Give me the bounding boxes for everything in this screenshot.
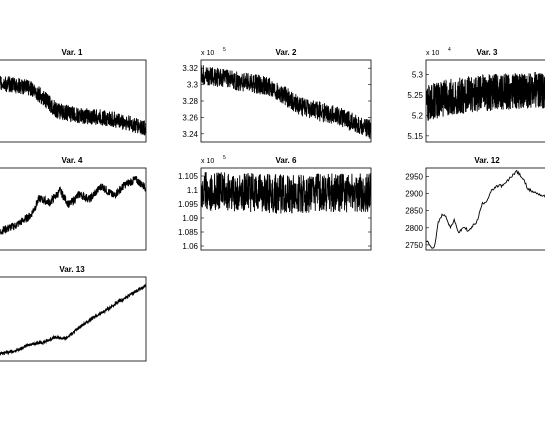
subplot-p2: Var. 2 x 10 5 3.24 3.26 3.28 3.3 3.32 [182, 47, 372, 143]
scale-exponent: 4 [448, 47, 451, 53]
y-tick-label: 3.26 [182, 113, 198, 122]
y-tick-label: 5.2 [412, 111, 424, 120]
series-line [0, 76, 146, 136]
y-tick-label: 1.105 [178, 172, 199, 181]
y-tick-label: 2800 [405, 224, 423, 233]
series-line [0, 283, 146, 356]
plot-frame [0, 59, 147, 143]
subplot-p1: Var. 1 [0, 48, 147, 143]
y-tick-label: 1.09 [182, 214, 198, 223]
y-tick-label: 3.24 [182, 130, 198, 139]
subplot-p3: Var. 3 x 10 4 5.15 5.2 5.25 5.3 [407, 47, 545, 143]
y-tick-label: 2900 [405, 190, 423, 199]
y-tick-label: 2950 [405, 173, 423, 182]
y-tick-label: 5.15 [407, 132, 423, 141]
y-tick-label: 2750 [405, 241, 423, 250]
subplot-p4: Var. 4 [0, 156, 147, 251]
subplot-p5: Var. 6 x 10 5 1.06 1.085 1.09 1.095 1.1 1.105 [178, 155, 372, 251]
y-tick-label: 3.32 [182, 64, 198, 73]
y-tick-label: 2850 [405, 207, 423, 216]
y-tick-label: 3.3 [187, 81, 199, 90]
subplot-title: Var. 6 [276, 156, 297, 165]
plot-frame [0, 167, 147, 251]
scale-factor-label: x 10 [201, 158, 214, 165]
subplot-title: Var. 13 [59, 265, 85, 274]
subplot-title: Var. 2 [276, 48, 297, 57]
y-tick-label: 1.1 [187, 186, 199, 195]
subplot-title: Var. 1 [62, 48, 83, 57]
subplot-title: Var. 12 [474, 156, 500, 165]
subplot-title: Var. 4 [62, 156, 83, 165]
scale-factor-label: x 10 [201, 50, 214, 57]
y-tick-label: 5.25 [407, 91, 423, 100]
subplot-p6: Var. 12 2750 2800 2850 2900 2950 [405, 156, 545, 251]
y-tick-label: 3.28 [182, 97, 198, 106]
series-line [426, 71, 545, 121]
series-line [426, 169, 545, 249]
plot-frame [425, 167, 545, 251]
scale-exponent: 5 [223, 47, 226, 53]
y-tick-label: 1.085 [178, 228, 199, 237]
plot-frame [200, 59, 372, 143]
series-line [201, 65, 371, 139]
series-line [201, 171, 371, 214]
scale-factor-label: x 10 [426, 50, 439, 57]
y-tick-label: 5.3 [412, 70, 424, 79]
y-tick-label: 1.095 [178, 200, 199, 209]
subplot-title: Var. 3 [477, 48, 498, 57]
scale-exponent: 5 [223, 155, 226, 161]
plot-frame [200, 167, 372, 251]
series-line [0, 176, 146, 235]
subplot-p7: Var. 13 [0, 265, 147, 362]
y-tick-label: 1.06 [182, 242, 198, 251]
